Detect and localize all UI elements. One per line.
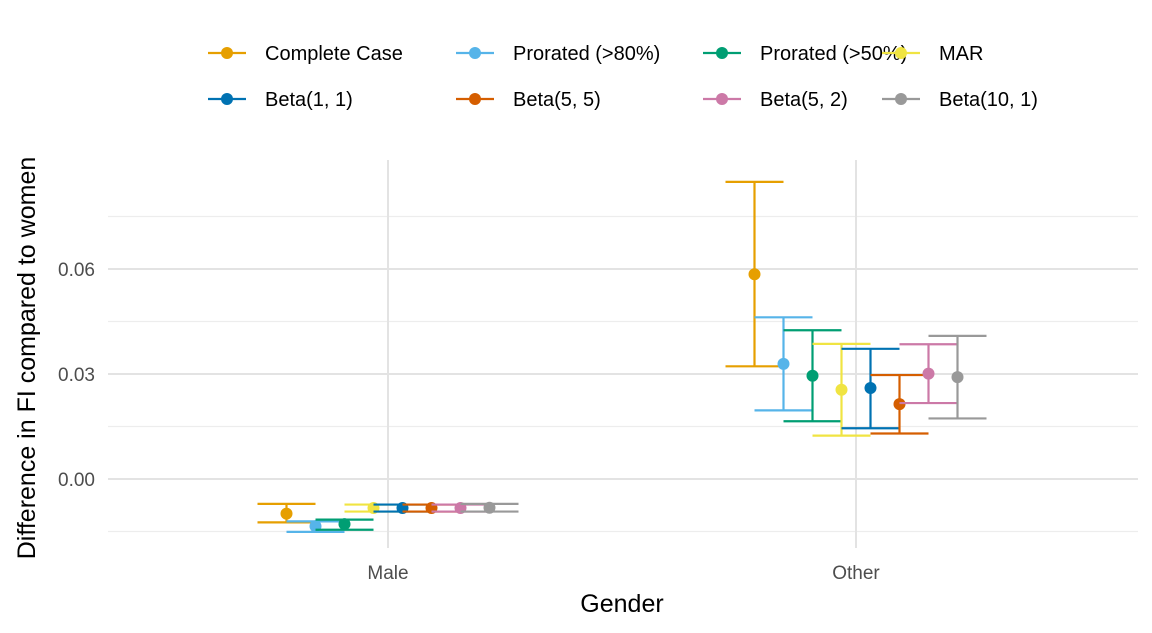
legend-label: Beta(1, 1)	[265, 89, 353, 111]
point-estimate	[806, 369, 819, 382]
errorbar-4-other	[841, 347, 900, 430]
point-estimate	[338, 518, 351, 531]
legend-key-point	[221, 47, 233, 59]
legend-label: Beta(5, 2)	[760, 89, 848, 111]
legend-key-point	[895, 47, 907, 59]
x-tick-label: Male	[367, 563, 408, 584]
legend-label: Complete Case	[265, 43, 403, 65]
x-tick-label: Other	[832, 563, 880, 584]
legend-item: MAR	[882, 43, 983, 65]
legend-item: Prorated (>80%)	[456, 43, 660, 65]
legend-label: Prorated (>80%)	[513, 43, 660, 65]
legend-item: Beta(5, 5)	[456, 89, 601, 111]
legend: Complete Case Prorated (>80%) Prorated (>5…	[208, 43, 1038, 111]
errorbar-5-other	[870, 373, 929, 435]
y-tick-label: 0.03	[58, 365, 95, 386]
legend-label: Beta(10, 1)	[939, 89, 1038, 111]
errorbar-1-other	[754, 316, 813, 412]
legend-item: Beta(10, 1)	[882, 89, 1038, 111]
point-estimate	[748, 268, 761, 281]
errorbar-6-other	[899, 343, 958, 405]
point-estimate	[777, 357, 790, 370]
plot-marks	[257, 180, 987, 533]
y-axis-ticks: 0.00 0.03 0.06	[58, 260, 95, 491]
x-axis-ticks: Male Other	[367, 563, 880, 584]
errorbar-7-male	[460, 501, 519, 514]
y-tick-label: 0.06	[58, 260, 95, 281]
point-estimate	[864, 382, 877, 394]
legend-item: Complete Case	[208, 43, 403, 65]
legend-key-point	[469, 93, 481, 105]
point-estimate	[835, 383, 848, 396]
errorbar-0-other	[725, 180, 784, 368]
y-tick-label: 0.00	[58, 470, 95, 491]
legend-label: Prorated (>50%)	[760, 43, 907, 65]
grid	[108, 160, 1138, 548]
legend-key-point	[716, 93, 728, 105]
legend-label: Beta(5, 5)	[513, 89, 601, 111]
errorbar-3-other	[812, 342, 871, 437]
point-estimate	[951, 371, 964, 384]
errorbar-7-other	[928, 334, 987, 420]
legend-key-point	[469, 47, 481, 59]
y-axis-title: Difference in FI compared to women	[13, 157, 41, 560]
point-estimate	[483, 501, 496, 514]
legend-key-point	[221, 93, 233, 105]
legend-key-point	[895, 93, 907, 105]
point-estimate	[280, 507, 293, 520]
legend-item: Prorated (>50%)	[703, 43, 907, 65]
legend-label: MAR	[939, 43, 983, 65]
errorbar-0-male	[257, 502, 316, 524]
errorbar-2-other	[783, 329, 842, 423]
legend-key-point	[716, 47, 728, 59]
legend-item: Beta(1, 1)	[208, 89, 353, 111]
x-axis-title: Gender	[580, 590, 663, 618]
legend-item: Beta(5, 2)	[703, 89, 848, 111]
point-estimate	[922, 367, 935, 380]
errorbar-2-male	[315, 518, 374, 531]
